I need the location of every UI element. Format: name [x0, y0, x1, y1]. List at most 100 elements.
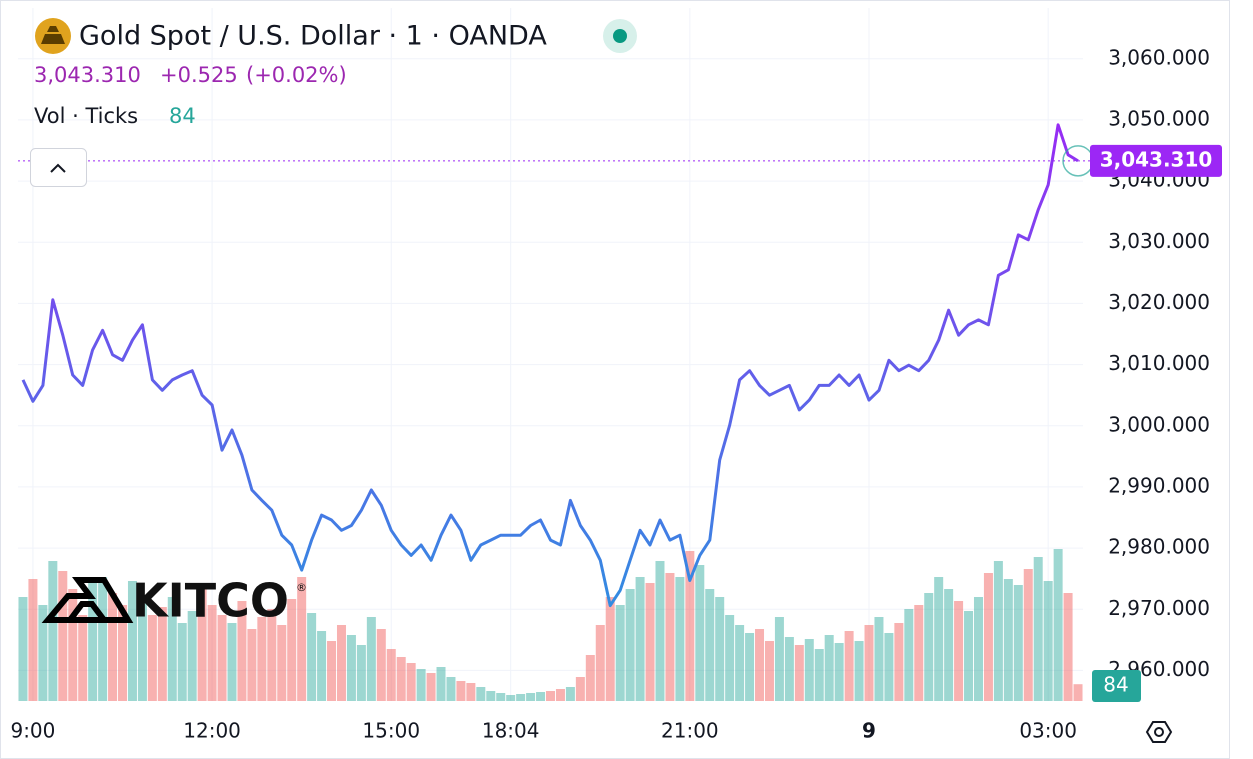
symbol-title: Gold Spot / U.S. Dollar · 1 · OANDA [79, 21, 547, 52]
volume-bar [197, 589, 207, 701]
volume-bar [277, 625, 287, 701]
volume-bar [934, 577, 944, 701]
y-tick-label: 2,980.000 [1108, 535, 1210, 559]
volume-bar [1053, 549, 1063, 701]
volume-bar [894, 623, 904, 701]
logo-mark [41, 577, 134, 623]
volume-bar [615, 605, 625, 701]
volume-bar [973, 597, 983, 701]
volume-bar [944, 589, 954, 701]
volume-bar [476, 687, 486, 701]
volume-bar [386, 649, 396, 701]
settings-icon[interactable] [1145, 721, 1173, 743]
volume-bar [1073, 684, 1083, 701]
volume-bar [814, 649, 824, 701]
volume-bar [695, 565, 705, 701]
volume-bar [257, 617, 267, 701]
volume-bar [88, 583, 98, 701]
volume-bar [287, 599, 297, 701]
volume-bar [824, 635, 834, 701]
x-tick-label: 18:04 [482, 719, 540, 743]
volume-bar [884, 633, 894, 701]
volume-bar [118, 605, 128, 701]
volume-bar [546, 691, 555, 701]
x-tick-label: 12:00 [183, 719, 241, 743]
volume-bar [446, 677, 456, 701]
volume-bar [1033, 557, 1043, 701]
volume-bar [914, 605, 924, 701]
x-tick-label: 9:00 [10, 719, 55, 743]
volume-bar [187, 611, 197, 701]
y-tick-label: 3,030.000 [1108, 229, 1210, 253]
volume-bar [804, 639, 814, 701]
collapse-arrow[interactable] [50, 163, 66, 173]
last-price-tag-label: 3,043.310 [1100, 147, 1213, 171]
volume-bar [645, 583, 655, 701]
volume-bar [506, 695, 516, 701]
volume-bar [356, 645, 366, 701]
volume-bar [635, 577, 645, 701]
last-price: 3,043.310 [34, 63, 141, 87]
settings-icon-center[interactable] [1154, 727, 1164, 737]
volume-bar [396, 657, 406, 701]
volume-bar [983, 573, 993, 701]
y-tick-label: 3,020.000 [1108, 290, 1210, 314]
volume-bar [964, 611, 974, 701]
volume-bar [38, 605, 48, 701]
volume-legend: Vol · Ticks [34, 104, 138, 128]
logo-text: KITCO [132, 574, 289, 628]
gold-bar-icon [41, 26, 65, 44]
x-tick-label: 21:00 [661, 719, 719, 743]
volume-bar [595, 625, 605, 701]
price-change: +0.525 [160, 63, 238, 87]
volume-bar [834, 643, 844, 701]
volume-legend-value: 84 [169, 104, 196, 128]
y-tick-label: 3,050.000 [1108, 106, 1210, 130]
volume-bar [267, 609, 277, 701]
volume-bar [78, 615, 88, 701]
volume-bar [565, 687, 575, 701]
volume-bar [336, 625, 346, 701]
volume-tag-label: 84 [1103, 673, 1128, 697]
volume-bar [217, 615, 227, 701]
logo-registered: ® [296, 581, 307, 594]
volume-bar [416, 669, 426, 701]
volume-bar [436, 667, 446, 701]
last-price-tag [1090, 144, 1222, 177]
volume-bar [406, 663, 416, 701]
volume-bar [516, 694, 526, 701]
collapse-button[interactable] [30, 148, 87, 187]
volume-bar [655, 561, 665, 701]
volume-bar [28, 579, 38, 701]
x-tick-label: 15:00 [362, 719, 420, 743]
volume-bar [764, 641, 774, 701]
volume-bar [745, 633, 755, 701]
volume-bar [496, 693, 506, 701]
settings-button[interactable] [1145, 721, 1173, 743]
volume-bar [555, 689, 565, 701]
volume-bar [536, 692, 546, 701]
volume-bar [585, 655, 595, 701]
volume-bar [227, 623, 237, 701]
volume-bar [1013, 585, 1023, 701]
volume-bar [575, 677, 585, 701]
volume-bar [317, 631, 327, 701]
volume-bar [735, 625, 745, 701]
volume-bar [864, 625, 874, 701]
volume-bar [486, 691, 496, 701]
volume-bar [844, 631, 854, 701]
volume-bar [1023, 569, 1033, 701]
volume-bar [376, 629, 386, 701]
price-change-percent: (+0.02%) [246, 63, 347, 87]
y-tick-label: 3,010.000 [1108, 351, 1210, 375]
x-tick-label: 03:00 [1019, 719, 1077, 743]
volume-bar [58, 571, 68, 701]
price-line [21, 123, 1079, 608]
volume-bar [327, 641, 337, 701]
volume-bar [725, 615, 735, 701]
collapse-button-box[interactable] [30, 148, 87, 187]
volume-bar [1063, 593, 1073, 701]
volume-bar [247, 629, 257, 701]
volume-bar [854, 641, 864, 701]
